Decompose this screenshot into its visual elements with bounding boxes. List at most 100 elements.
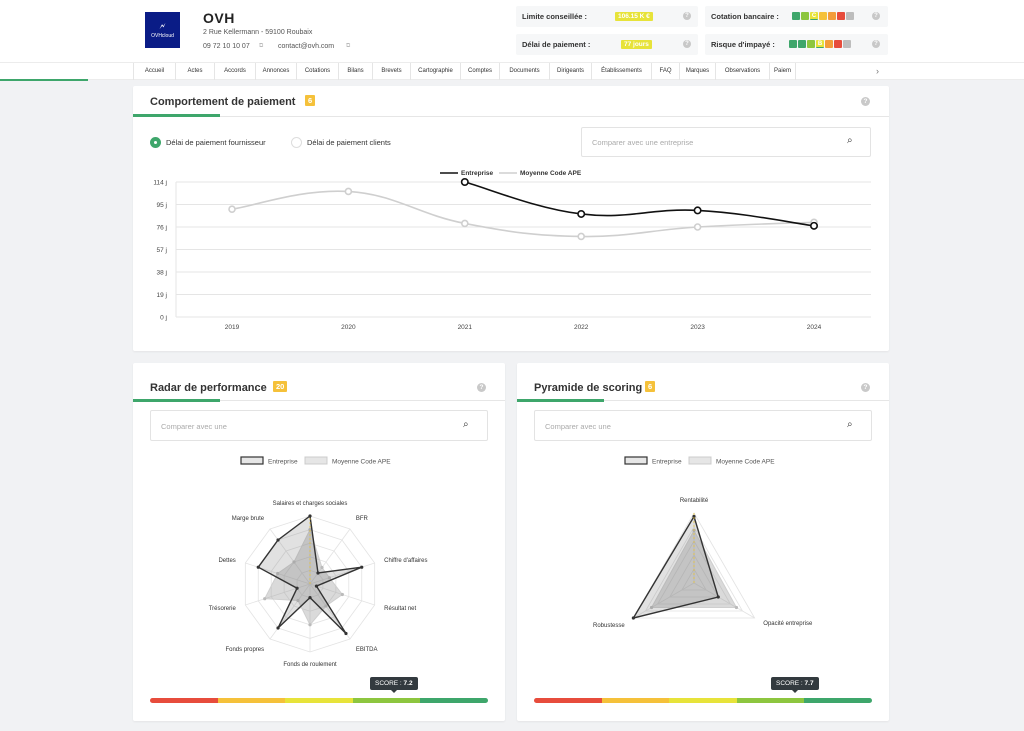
radio-clients[interactable]: Délai de paiement clients <box>291 137 391 148</box>
compare-search-placeholder: Comparer avec une entreprise <box>592 138 694 147</box>
nav-tab-cotations[interactable]: Cotations <box>297 63 339 80</box>
legend-label-entreprise: Entreprise <box>652 459 682 466</box>
radar-point <box>716 595 720 599</box>
y-tick-label: 57 j <box>157 247 167 254</box>
series-line-entreprise <box>464 181 815 227</box>
radar-grid <box>632 512 756 619</box>
help-icon[interactable]: ? <box>477 383 486 392</box>
radio-supplier-label: Délai de paiement fournisseur <box>166 138 266 147</box>
radar-spoke <box>269 528 311 585</box>
radar-point <box>308 528 312 532</box>
nav-tab-observations[interactable]: Observations <box>716 63 770 80</box>
legend-label-entreprise: Entreprise <box>268 459 298 466</box>
help-icon[interactable]: ? <box>683 12 691 20</box>
radar-axis-label: Marge brute <box>232 516 265 522</box>
compare-search[interactable]: Comparer avec une entreprise ⌕ <box>581 127 871 157</box>
scoring-pyramid-chart: Entreprise Moyenne Code APE Rentabilité Opa… <box>593 456 813 629</box>
kpi-delai: Délai de paiement : 77 jours ? <box>516 34 698 55</box>
radar-axis-label: Salaires et charges sociales <box>273 501 348 507</box>
nav-tab-faq[interactable]: FAQ <box>652 63 680 80</box>
pyramid-badge: 6 <box>645 381 656 392</box>
risque-marker: B <box>816 40 824 48</box>
nav-tab-bilans[interactable]: Bilans <box>339 63 373 80</box>
kpi-delai-label: Délai de paiement : <box>522 40 591 49</box>
legend-label-moyenne: Moyenne Code APE <box>716 459 775 466</box>
radar-badge: 20 <box>273 381 288 392</box>
help-icon[interactable]: ? <box>861 97 870 106</box>
radar-point <box>256 565 260 569</box>
y-tick-label: 76 j <box>157 225 167 232</box>
x-tick-label: 2019 <box>225 324 240 331</box>
x-tick-label: 2024 <box>807 324 822 331</box>
data-point <box>344 187 353 196</box>
legend-label-moyenne: Moyenne Code APE <box>520 170 582 177</box>
search-icon[interactable]: ⌕ <box>847 419 853 430</box>
nav-tabs: Accueil Actes Accords Annonces Cotations Bila… <box>133 63 796 80</box>
legend-label-moyenne: Moyenne Code APE <box>332 459 391 466</box>
legend-swatch-entreprise <box>624 456 648 465</box>
copy-phone-icon[interactable]: ⧉ <box>259 43 264 49</box>
nav-tab-paiem[interactable]: Paiem <box>770 63 796 80</box>
radio-supplier[interactable]: Délai de paiement fournisseur <box>150 137 266 148</box>
radar-point <box>292 560 296 564</box>
pyramid-compare-search[interactable]: Comparer avec une ⌕ <box>534 410 872 441</box>
radar-point <box>276 571 280 576</box>
logo-text: OVHcloud <box>151 32 174 39</box>
nav-tab-accueil[interactable]: Accueil <box>134 63 176 80</box>
radar-point <box>314 584 319 588</box>
nav-tab-accords[interactable]: Accords <box>215 63 256 80</box>
radar-score-value: 7.2 <box>403 680 413 687</box>
risque-scale: B <box>789 40 851 48</box>
radar-axis-label: EBITDA <box>356 647 378 653</box>
kpi-risque: Risque d'impayé : B ? <box>705 34 888 55</box>
radar-axis-label: Dettes <box>218 558 235 564</box>
company-name: OVH <box>203 10 235 26</box>
radar-spoke <box>245 583 311 606</box>
radar-axis-label: BFR <box>356 516 369 522</box>
company-email[interactable]: contact@ovh.com <box>278 43 335 50</box>
pyramid-card: Pyramide de scoring 6 ? Comparer avec un… <box>517 363 889 721</box>
nav-tab-documents[interactable]: Documents <box>500 63 550 80</box>
nav-tab-établissements[interactable]: Établissements <box>592 63 652 80</box>
radio-clients-label: Délai de paiement clients <box>307 138 391 147</box>
search-icon[interactable]: ⌕ <box>463 419 469 430</box>
nav-tab-annonces[interactable]: Annonces <box>256 63 297 80</box>
radar-compare-search[interactable]: Comparer avec une ⌕ <box>150 410 488 441</box>
radar-point <box>320 565 324 570</box>
kpi-limite: Limite conseillée : 106.15 K € ? <box>516 6 698 27</box>
nav-tab-actes[interactable]: Actes <box>176 63 215 80</box>
company-phone[interactable]: 09 72 10 10 07 <box>203 43 250 50</box>
radar-point <box>308 623 312 627</box>
help-icon[interactable]: ? <box>683 40 691 48</box>
data-point <box>577 209 586 218</box>
score-label: SCORE : <box>375 680 404 687</box>
nav-tab-comptes[interactable]: Comptes <box>461 63 500 80</box>
help-icon[interactable]: ? <box>872 12 880 20</box>
radar-axis-label: Résultat net <box>384 606 416 612</box>
radar-point <box>316 571 320 575</box>
nav-tab-brevets[interactable]: Brevets <box>373 63 411 80</box>
radar-axis-label: Rentabilité <box>680 498 709 504</box>
help-icon[interactable]: ? <box>861 383 870 392</box>
nav-tab-dirigeants[interactable]: Dirigeants <box>550 63 592 80</box>
radar-search-placeholder: Comparer avec une <box>161 422 227 431</box>
pyramid-title: Pyramide de scoring <box>534 382 643 394</box>
help-icon[interactable]: ? <box>872 40 880 48</box>
radar-point <box>734 605 739 610</box>
data-point <box>228 205 236 214</box>
nav-tab-cartographie[interactable]: Cartographie <box>411 63 461 80</box>
cotation-marker: C <box>810 12 818 20</box>
nav-tab-marques[interactable]: Marques <box>680 63 716 80</box>
x-tick-label: 2021 <box>458 324 473 331</box>
company-header: 🗲 OVHcloud OVH 2 Rue Kellermann - 59100 … <box>0 0 1024 62</box>
radar-card: Radar de performance 20 ? Comparer avec … <box>133 363 505 721</box>
payment-badge: 6 <box>305 95 316 106</box>
payment-title: Comportement de paiement <box>150 96 296 108</box>
search-icon[interactable]: ⌕ <box>847 135 853 146</box>
performance-radar-chart: Entreprise Moyenne Code APE Salaires et ch… <box>209 456 427 668</box>
company-address: 2 Rue Kellermann - 59100 Roubaix <box>203 29 313 36</box>
chevron-right-icon[interactable]: › <box>876 66 879 76</box>
copy-email-icon[interactable]: ⧉ <box>346 43 351 49</box>
radar-grid <box>656 540 732 605</box>
y-tick-label: 19 j <box>157 292 167 299</box>
